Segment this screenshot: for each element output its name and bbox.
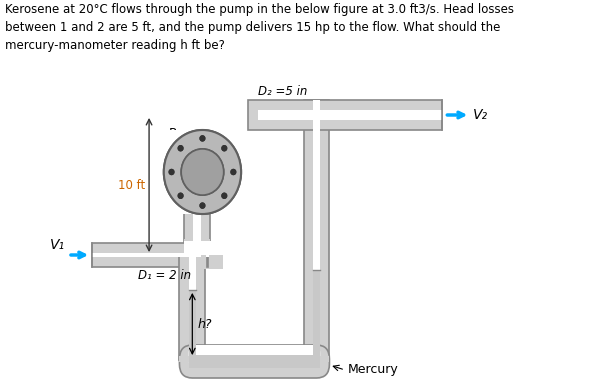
FancyBboxPatch shape <box>188 345 320 368</box>
Circle shape <box>231 169 236 174</box>
Circle shape <box>178 146 183 151</box>
Circle shape <box>169 169 174 174</box>
Text: h?: h? <box>198 318 212 331</box>
Circle shape <box>222 193 227 198</box>
Circle shape <box>178 146 183 151</box>
Bar <box>184 255 223 269</box>
Bar <box>184 145 210 255</box>
Bar <box>92 243 210 267</box>
Bar <box>257 110 442 120</box>
Circle shape <box>222 146 227 151</box>
Bar <box>248 100 442 130</box>
Circle shape <box>200 136 205 141</box>
Text: D₂ =5 in: D₂ =5 in <box>257 85 307 98</box>
Bar <box>188 290 196 360</box>
Bar <box>313 100 320 350</box>
Circle shape <box>200 203 205 208</box>
Circle shape <box>200 203 205 208</box>
Bar <box>184 130 210 145</box>
Text: V₂: V₂ <box>473 108 488 122</box>
Circle shape <box>222 146 227 151</box>
Circle shape <box>178 193 183 198</box>
Bar <box>193 239 200 245</box>
Bar <box>304 356 329 362</box>
Bar <box>188 355 320 368</box>
Circle shape <box>169 169 174 174</box>
Bar <box>145 130 232 214</box>
Ellipse shape <box>181 149 224 195</box>
Circle shape <box>222 193 227 198</box>
Text: Mercury: Mercury <box>348 363 398 377</box>
Bar <box>179 255 205 360</box>
Text: 10 ft: 10 ft <box>118 179 145 191</box>
Circle shape <box>178 193 183 198</box>
Bar <box>207 243 208 267</box>
Text: D₁ = 2 in: D₁ = 2 in <box>138 269 191 282</box>
Text: V₁: V₁ <box>50 238 65 252</box>
Bar <box>184 239 210 255</box>
Bar <box>313 270 320 360</box>
Circle shape <box>200 136 205 141</box>
Circle shape <box>231 169 236 174</box>
FancyBboxPatch shape <box>179 345 329 378</box>
Bar <box>179 356 205 362</box>
Ellipse shape <box>164 130 241 214</box>
Text: Pump: Pump <box>169 127 203 140</box>
Bar <box>304 100 329 360</box>
Bar <box>188 255 196 350</box>
Bar <box>184 241 223 255</box>
Bar <box>193 145 200 245</box>
Text: Kerosene at 20°C flows through the pump in the below figure at 3.0 ft3/s. Head l: Kerosene at 20°C flows through the pump … <box>5 3 514 52</box>
Bar <box>92 253 200 257</box>
Bar <box>206 253 209 257</box>
